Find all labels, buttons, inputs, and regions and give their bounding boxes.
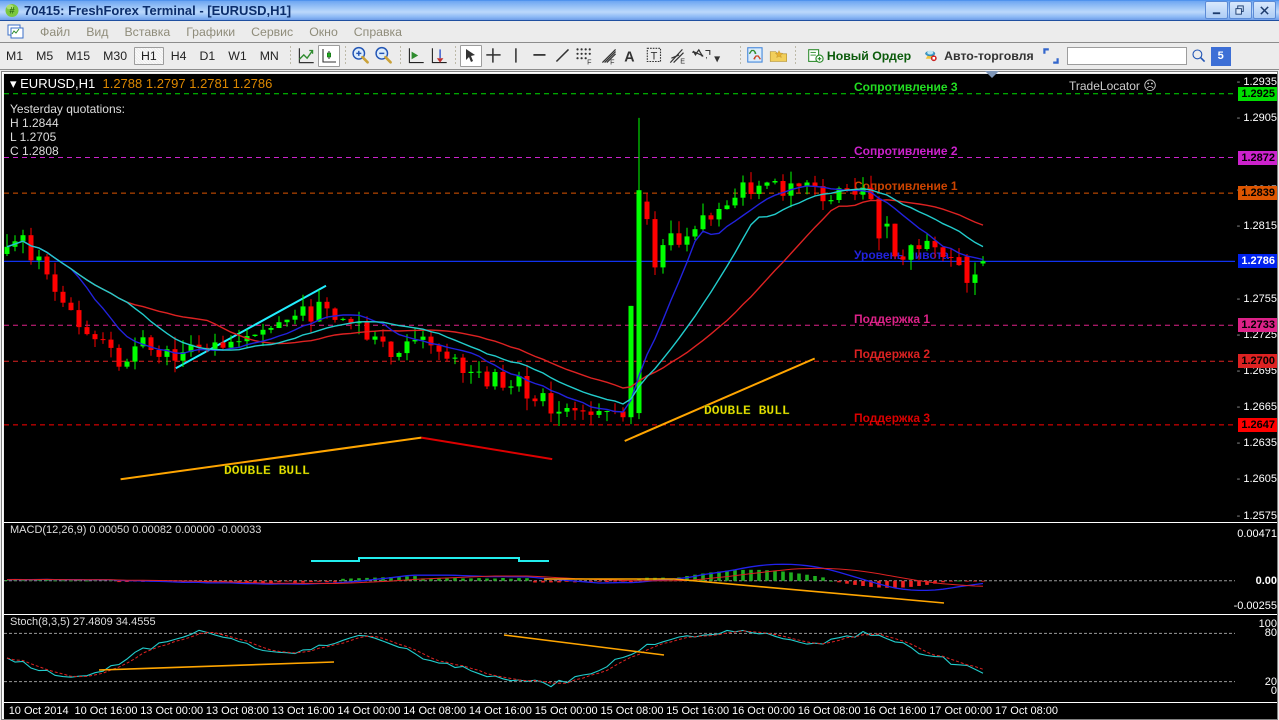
svg-text:DOUBLE BULL: DOUBLE BULL <box>224 463 310 478</box>
svg-text:#: # <box>9 6 15 17</box>
svg-text:DOUBLE BULL: DOUBLE BULL <box>704 403 790 418</box>
svg-text:T: T <box>650 50 657 62</box>
svg-text:E: E <box>680 58 685 66</box>
svg-text:A: A <box>624 50 634 66</box>
svg-text:F: F <box>610 58 615 66</box>
svg-text:▾: ▾ <box>714 52 720 66</box>
svg-text:F: F <box>587 58 592 66</box>
